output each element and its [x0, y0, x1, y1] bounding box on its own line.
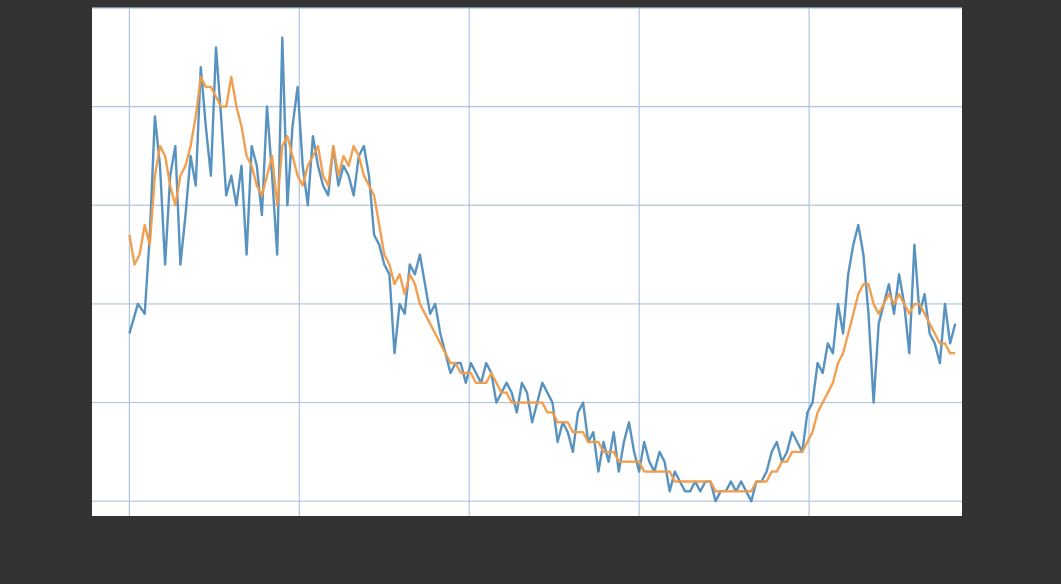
observed-series-line: [128, 36, 957, 503]
plot-area: [92, 8, 962, 516]
vertical-gridlines: [128, 8, 810, 516]
smoothed-series-line: [128, 75, 956, 493]
series-layer: [128, 36, 957, 503]
